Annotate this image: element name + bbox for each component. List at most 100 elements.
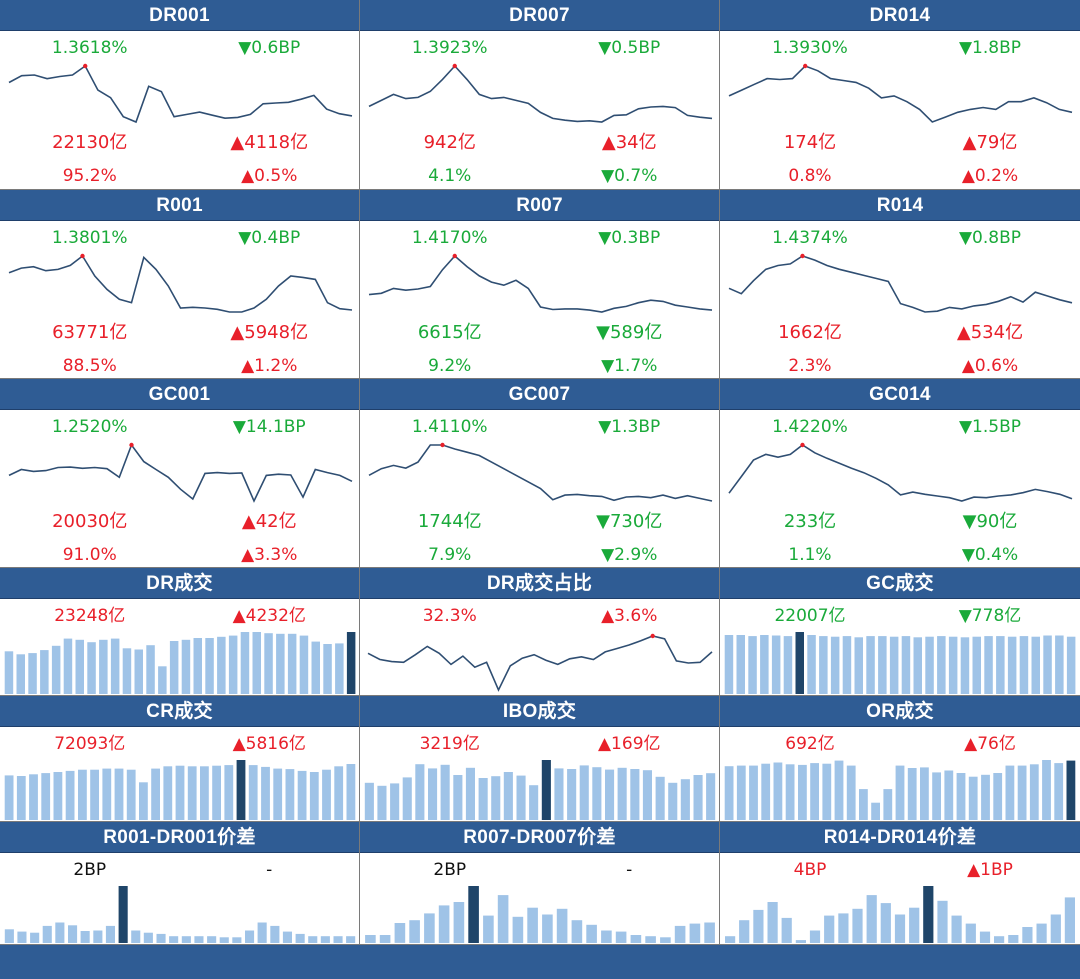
rate-value: 23248亿 [54,606,126,626]
bar [232,937,242,943]
chart-gc001 [8,442,353,503]
bar [240,632,250,694]
bar [217,636,226,694]
bar [320,936,330,943]
series-line [368,444,713,502]
chart-ibo_turnover [364,760,716,820]
share-value: 88.5% [62,356,117,376]
change-value: - [626,860,633,880]
bar [438,905,450,943]
bar [866,636,875,694]
bar [169,641,179,694]
bar [42,925,52,943]
bar [75,639,84,694]
series-line [367,635,713,692]
bar [630,935,642,943]
share-change: ▲1.2% [241,356,298,376]
series-line [728,444,1073,502]
bar [846,765,856,820]
bar [415,764,425,820]
peak-point [650,633,655,639]
bar [126,769,136,820]
change-value: ▼1.8BP [958,38,1022,58]
panel-title: R001 [0,190,359,221]
bar [783,636,793,694]
volume-value: 174亿 [783,132,837,153]
rate-value: 2BP [73,860,107,880]
bar [1008,935,1019,943]
bar [920,767,929,820]
bar [299,635,309,694]
bar [655,776,665,820]
bar [529,785,539,820]
change-value: ▲3.6% [601,606,658,626]
bar [261,766,270,820]
bar [785,764,795,820]
bar [424,913,435,943]
peak-point [440,442,445,448]
bar [724,766,734,820]
bar [871,802,880,820]
bar-latest [923,886,934,943]
change-value: ▲169亿 [597,734,661,754]
series-line [8,64,353,124]
bar [948,636,958,694]
peak-point [129,442,134,448]
bar [878,636,887,694]
panel-gc014: GC014 1.4220% ▼1.5BP 233亿 ▼90亿 1.1% ▼0.4% [720,379,1080,568]
bar [181,639,191,694]
panel-title: R001-DR001价差 [0,822,359,853]
bar [951,915,962,943]
bar [1054,763,1064,820]
bar [668,782,678,820]
peak-point [800,442,805,448]
bar [334,766,344,820]
bar [134,649,143,694]
bar [90,769,99,820]
bar [4,929,14,943]
bar [960,637,970,694]
bar [824,915,835,943]
rate-value: 1.4170% [411,228,488,248]
volume-value: 20030亿 [52,511,128,532]
bar [880,903,891,943]
bar [1043,635,1052,694]
panel-title: R007 [360,190,719,221]
change-value: ▼0.5BP [598,38,661,58]
bar [105,925,115,943]
change-value: ▲1BP [967,860,1013,880]
rate-value: 72093亿 [54,734,126,754]
bar [257,922,267,943]
bar [660,937,671,943]
bar [630,769,640,820]
bar [854,637,863,694]
bar [984,636,993,694]
panel-r007: R007 1.4170% ▼0.3BP 6615亿 ▼589亿 9.2% ▼1.7% [360,190,720,379]
bar [55,922,65,943]
bar [749,765,758,820]
volume-change: ▲42亿 [241,511,297,532]
bar [725,936,736,943]
bar [944,770,954,820]
bar [1036,923,1047,943]
bar [689,923,701,943]
panel-r014_dr014_spread: R014-DR014价差 4BP ▲1BP [720,822,1080,945]
rate-value: 3219亿 [419,734,480,754]
volume-change: ▼90亿 [962,511,1018,532]
bar [693,775,703,820]
bar [110,638,120,694]
bar [364,782,374,820]
share-change: ▼2.9% [601,545,658,565]
bar [428,768,438,820]
bar [586,924,597,943]
series-line [8,254,353,313]
chart-r014_dr014_spread [725,886,1075,943]
bar [194,936,204,943]
bar [285,769,295,820]
volume-change: ▲534亿 [956,322,1024,343]
bar [491,776,501,820]
bar [956,773,966,820]
bar [979,931,991,943]
panel-title: CR成交 [0,696,359,727]
bar [895,765,905,820]
